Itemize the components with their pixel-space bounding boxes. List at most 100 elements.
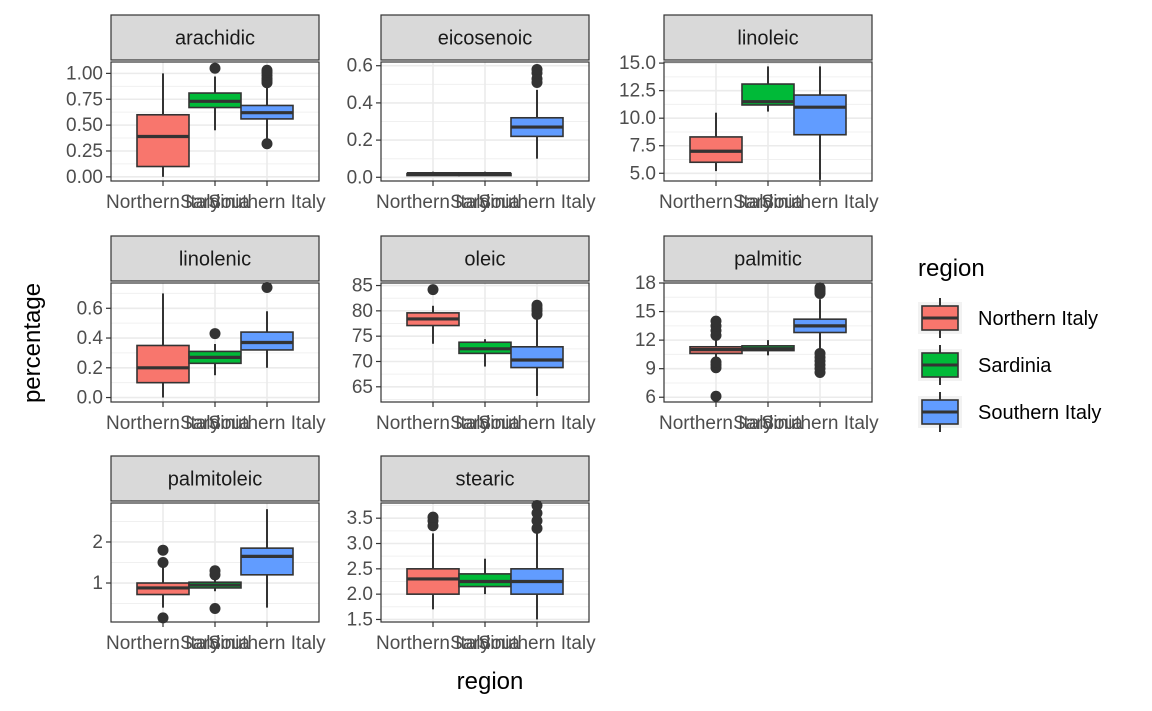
x-tick-label: Sardinia <box>180 192 250 213</box>
legend-title: region <box>918 255 985 282</box>
y-tick-label: 0.6 <box>77 298 103 319</box>
outlier-point <box>531 507 543 519</box>
strip-label-oleic: oleic <box>464 249 505 271</box>
box-eicosenoic-northern-italy <box>406 171 460 177</box>
x-tick-label: Northern Italy <box>376 413 491 434</box>
box-linolenic-southern-italy <box>240 281 294 368</box>
strip-eicosenoic <box>380 14 590 61</box>
y-tick-label: 65 <box>352 377 373 398</box>
x-tick-label: Sardinia <box>733 413 803 434</box>
strip-palmitic <box>663 235 873 282</box>
box-arachidic-sardinia <box>188 62 242 131</box>
outlier-point <box>209 565 221 577</box>
box-linoleic-northern-italy <box>689 112 743 172</box>
x-tick-label: Northern Italy <box>106 633 221 654</box>
box-body <box>136 344 190 384</box>
panel-palmitic: palmitic 6 9 12 15 18 Northern ItalySardiniaSo… <box>635 235 879 434</box>
box-body <box>406 568 460 595</box>
x-tick-label: Northern Italy <box>659 192 774 213</box>
outlier-point <box>261 138 273 150</box>
outlier-point <box>157 557 169 568</box>
strip-linolenic <box>110 235 320 282</box>
x-tick-label: Sardinia <box>450 633 520 654</box>
y-tick-label: 10.0 <box>619 108 656 129</box>
outlier-point <box>209 62 221 74</box>
x-tick-label: Southern Italy <box>761 413 879 434</box>
outlier-point <box>531 299 543 311</box>
legend-label-northern-italy: Northern Italy <box>978 308 1098 330</box>
box-arachidic-northern-italy <box>136 73 190 177</box>
outlier-point <box>427 284 439 296</box>
y-tick-label: 0.25 <box>66 141 103 162</box>
facet-panels: arachidic 0.00 0.25 0.50 0.75 1.00 Northern It… <box>66 14 879 654</box>
strip-oleic <box>380 235 590 282</box>
outlier-point <box>531 63 543 75</box>
box-body <box>240 547 294 576</box>
strip-label-stearic: stearic <box>456 469 515 491</box>
y-tick-label: 6 <box>645 387 656 408</box>
y-tick-label: 3.5 <box>347 508 373 529</box>
strip-label-linolenic: linolenic <box>179 249 251 271</box>
outlier-point <box>209 328 221 340</box>
outlier-point <box>531 500 543 512</box>
outlier-point <box>427 511 439 523</box>
outlier-point <box>814 282 826 294</box>
box-linolenic-sardinia <box>188 328 242 376</box>
outlier-point <box>531 515 543 527</box>
panel-oleic: oleic 65 70 75 80 85 Northern ItalySardiniaSou… <box>352 235 596 434</box>
box-eicosenoic-southern-italy <box>510 63 564 159</box>
strip-palmitoleic <box>110 455 320 502</box>
legend-label-southern-italy: Southern Italy <box>978 402 1101 424</box>
panel-arachidic: arachidic 0.00 0.25 0.50 0.75 1.00 Northern It… <box>66 14 326 213</box>
y-tick-label: 1.00 <box>66 63 103 84</box>
strip-stearic <box>380 455 590 502</box>
box-linoleic-southern-italy <box>793 66 847 180</box>
y-tick-label: 0.0 <box>77 388 103 409</box>
x-tick-label: Northern Italy <box>106 413 221 434</box>
x-tick-label: Northern Italy <box>659 413 774 434</box>
box-palmitic-northern-italy <box>689 315 743 402</box>
y-tick-label: 0.4 <box>77 328 104 349</box>
y-tick-label: 12 <box>635 330 656 351</box>
y-tick-label: 1 <box>92 573 103 594</box>
y-tick-label: 5.0 <box>630 163 656 184</box>
outlier-point <box>531 522 543 534</box>
box-body <box>689 136 743 164</box>
y-tick-label: 2.5 <box>347 559 373 580</box>
x-tick-label: Southern Italy <box>478 192 596 213</box>
outlier-point <box>157 544 169 556</box>
box-eicosenoic-sardinia <box>458 171 512 177</box>
y-tick-label: 0.2 <box>77 358 103 379</box>
y-tick-label: 1.5 <box>347 609 373 630</box>
strip-label-eicosenoic: eicosenoic <box>438 28 533 50</box>
panel-linoleic: linoleic 5.0 7.5 10.0 12.5 15.0 Northern Italy… <box>619 14 879 213</box>
y-tick-label: 0.00 <box>66 167 103 188</box>
box-palmitoleic-sardinia <box>188 565 242 614</box>
y-tick-label: 80 <box>352 301 373 322</box>
legend-item-southern-italy: Southern Italy <box>918 392 1101 432</box>
y-tick-label: 0.6 <box>347 56 373 77</box>
box-palmitoleic-southern-italy <box>240 509 294 608</box>
x-tick-label: Southern Italy <box>478 413 596 434</box>
panel-palmitoleic: palmitoleic 1 2 Northern ItalySardiniaSouth… <box>92 455 326 654</box>
strip-label-linoleic: linoleic <box>737 28 798 50</box>
strip-linoleic <box>663 14 873 61</box>
x-tick-label: Sardinia <box>180 413 250 434</box>
x-tick-label: Northern Italy <box>376 192 491 213</box>
box-palmitic-southern-italy <box>793 282 847 378</box>
x-tick-label: Sardinia <box>450 413 520 434</box>
x-tick-label: Southern Italy <box>208 413 326 434</box>
y-tick-label: 12.5 <box>619 81 656 102</box>
x-tick-label: Southern Italy <box>208 633 326 654</box>
outlier-point <box>209 602 221 614</box>
legend-label-sardinia: Sardinia <box>978 355 1052 377</box>
y-tick-label: 0.0 <box>347 167 373 188</box>
outlier-point <box>710 390 722 402</box>
legend-item-sardinia: Sardinia <box>918 345 1052 385</box>
y-tick-label: 2.0 <box>347 584 373 605</box>
y-tick-label: 75 <box>352 326 373 347</box>
strip-arachidic <box>110 14 320 61</box>
legend-item-northern-italy: Northern Italy <box>918 298 1098 338</box>
y-tick-label: 15 <box>635 302 656 323</box>
box-stearic-sardinia <box>458 558 512 595</box>
